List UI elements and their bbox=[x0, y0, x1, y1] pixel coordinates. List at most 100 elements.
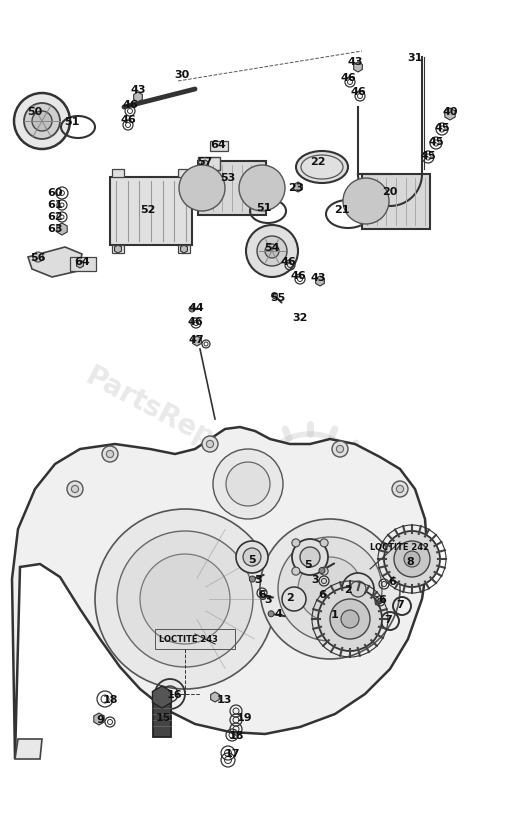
Text: 46: 46 bbox=[290, 270, 306, 280]
FancyBboxPatch shape bbox=[210, 141, 228, 152]
Circle shape bbox=[32, 112, 52, 131]
Circle shape bbox=[392, 481, 408, 497]
Text: 50: 50 bbox=[27, 107, 42, 117]
Circle shape bbox=[140, 554, 230, 644]
Text: 57: 57 bbox=[197, 157, 213, 167]
Text: 22: 22 bbox=[310, 157, 326, 167]
Circle shape bbox=[292, 539, 328, 576]
Text: 45: 45 bbox=[434, 123, 450, 133]
Polygon shape bbox=[316, 277, 324, 287]
Text: 18: 18 bbox=[228, 730, 244, 740]
Circle shape bbox=[319, 568, 325, 574]
Text: 16: 16 bbox=[167, 689, 183, 699]
Polygon shape bbox=[153, 686, 172, 708]
Circle shape bbox=[330, 600, 370, 639]
Text: 6: 6 bbox=[318, 590, 326, 600]
Circle shape bbox=[260, 594, 266, 600]
Circle shape bbox=[342, 573, 374, 605]
Text: 51: 51 bbox=[64, 117, 80, 127]
Text: 47: 47 bbox=[188, 335, 204, 345]
Text: 2: 2 bbox=[286, 592, 294, 602]
Circle shape bbox=[404, 552, 420, 567]
Circle shape bbox=[336, 446, 343, 453]
Circle shape bbox=[117, 532, 253, 667]
Text: 6: 6 bbox=[388, 576, 396, 586]
Circle shape bbox=[239, 165, 285, 212]
Circle shape bbox=[226, 462, 270, 506]
Polygon shape bbox=[180, 246, 187, 254]
Circle shape bbox=[260, 519, 400, 659]
Text: 21: 21 bbox=[334, 205, 350, 215]
Text: 56: 56 bbox=[30, 253, 46, 263]
Circle shape bbox=[189, 307, 195, 313]
Circle shape bbox=[249, 576, 256, 582]
Circle shape bbox=[272, 293, 277, 299]
FancyBboxPatch shape bbox=[198, 158, 220, 171]
Circle shape bbox=[268, 611, 274, 617]
Text: 43: 43 bbox=[310, 273, 326, 283]
Text: 6: 6 bbox=[258, 590, 266, 600]
Text: 53: 53 bbox=[220, 173, 236, 183]
Text: 46: 46 bbox=[122, 100, 138, 110]
Text: 7: 7 bbox=[396, 600, 404, 609]
Text: 30: 30 bbox=[174, 70, 189, 80]
Text: 45: 45 bbox=[428, 136, 444, 147]
Text: 13: 13 bbox=[216, 694, 232, 704]
Text: 60: 60 bbox=[47, 188, 63, 198]
Text: 32: 32 bbox=[292, 313, 308, 323]
Text: 54: 54 bbox=[264, 242, 280, 253]
Polygon shape bbox=[28, 248, 82, 278]
Polygon shape bbox=[77, 261, 83, 269]
Ellipse shape bbox=[296, 152, 348, 184]
Circle shape bbox=[396, 485, 403, 493]
Text: 52: 52 bbox=[140, 205, 156, 215]
Text: 46: 46 bbox=[280, 256, 296, 266]
Polygon shape bbox=[115, 246, 122, 254]
Text: 51: 51 bbox=[257, 203, 272, 213]
Text: 3: 3 bbox=[254, 574, 262, 585]
Circle shape bbox=[350, 581, 366, 597]
FancyBboxPatch shape bbox=[112, 170, 124, 178]
Circle shape bbox=[332, 442, 348, 457]
Text: 43: 43 bbox=[130, 85, 146, 95]
Circle shape bbox=[300, 547, 320, 567]
Circle shape bbox=[298, 557, 362, 621]
Circle shape bbox=[292, 539, 300, 547]
Polygon shape bbox=[445, 109, 455, 121]
FancyBboxPatch shape bbox=[178, 246, 190, 254]
Text: 23: 23 bbox=[288, 183, 304, 193]
Polygon shape bbox=[94, 713, 104, 725]
Circle shape bbox=[282, 587, 306, 611]
Polygon shape bbox=[201, 160, 209, 169]
FancyBboxPatch shape bbox=[110, 178, 192, 246]
Text: 61: 61 bbox=[47, 200, 63, 210]
Text: 46: 46 bbox=[340, 73, 356, 83]
Text: 64: 64 bbox=[74, 256, 90, 266]
Text: 55: 55 bbox=[270, 293, 286, 303]
Circle shape bbox=[243, 548, 261, 566]
Circle shape bbox=[24, 104, 60, 140]
Text: 3: 3 bbox=[264, 595, 272, 605]
Text: 17: 17 bbox=[224, 748, 240, 758]
Circle shape bbox=[246, 226, 298, 278]
Text: 2: 2 bbox=[344, 585, 352, 595]
Circle shape bbox=[71, 485, 79, 493]
Polygon shape bbox=[354, 63, 362, 73]
Text: 31: 31 bbox=[408, 53, 423, 63]
FancyBboxPatch shape bbox=[153, 699, 171, 737]
Circle shape bbox=[343, 179, 389, 225]
Text: 46: 46 bbox=[350, 87, 366, 97]
Text: 7: 7 bbox=[384, 614, 392, 624]
Polygon shape bbox=[294, 183, 302, 193]
Text: LOCTITE 243: LOCTITE 243 bbox=[159, 635, 218, 643]
Circle shape bbox=[179, 165, 225, 212]
Text: 18: 18 bbox=[102, 694, 118, 704]
Text: 46: 46 bbox=[120, 115, 136, 125]
Text: 4: 4 bbox=[274, 609, 282, 619]
Circle shape bbox=[341, 610, 359, 629]
Text: 62: 62 bbox=[47, 212, 63, 222]
Circle shape bbox=[236, 542, 268, 573]
Text: 3: 3 bbox=[311, 574, 319, 585]
Text: 5: 5 bbox=[304, 559, 312, 569]
Text: 63: 63 bbox=[47, 224, 63, 234]
